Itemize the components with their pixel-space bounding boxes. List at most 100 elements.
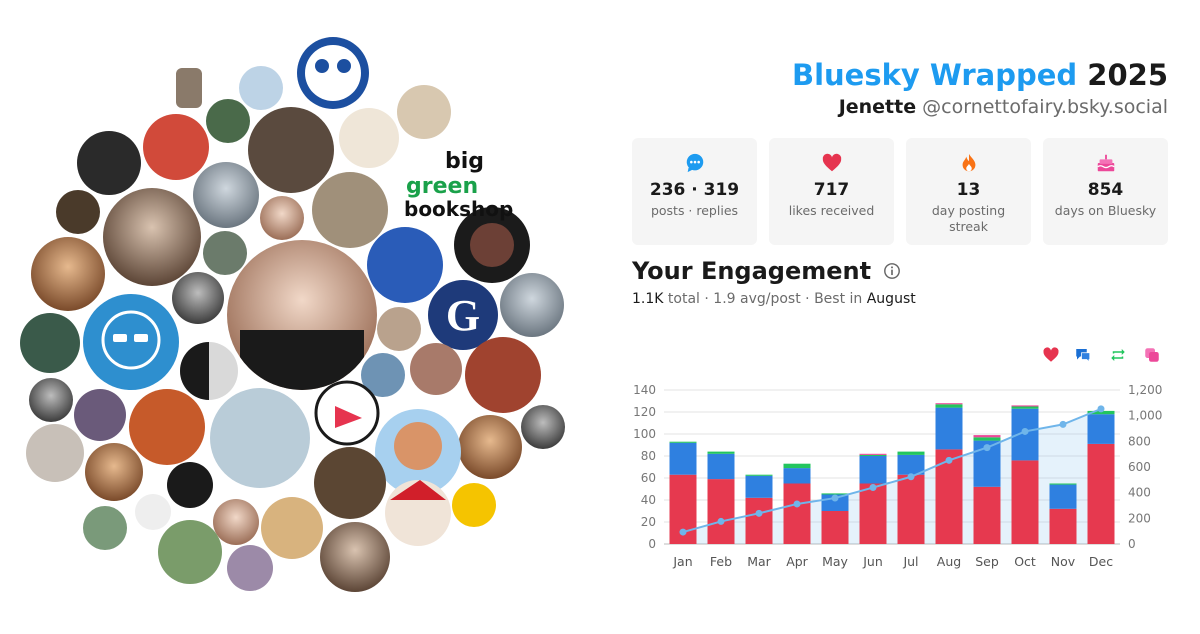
total-label: total bbox=[667, 291, 700, 307]
brand-name: Bluesky Wrapped bbox=[791, 58, 1078, 92]
heart-icon bbox=[822, 153, 841, 172]
avatar bbox=[167, 462, 213, 508]
bar-segment bbox=[707, 453, 735, 480]
bar-segment bbox=[973, 437, 1001, 441]
bar-segment bbox=[859, 453, 887, 455]
separator: · bbox=[704, 291, 709, 307]
avatar-text: big bbox=[445, 149, 484, 174]
cumulative-point bbox=[831, 494, 839, 502]
y-tick-label-right: 0 bbox=[1128, 537, 1136, 551]
info-icon[interactable] bbox=[883, 262, 901, 280]
average-per-post: 1.9 avg/post bbox=[713, 291, 801, 307]
bar-segment bbox=[821, 493, 849, 495]
x-tick-label: Feb bbox=[710, 554, 732, 569]
avatar bbox=[135, 494, 171, 530]
avatar bbox=[458, 415, 522, 479]
avatar bbox=[248, 107, 334, 193]
y-tick-label-right: 800 bbox=[1128, 434, 1151, 448]
bar-segment bbox=[1011, 405, 1039, 407]
avatar bbox=[339, 108, 399, 168]
flame-icon bbox=[962, 153, 975, 172]
best-month: August bbox=[866, 291, 916, 307]
x-tick-label: Jun bbox=[862, 554, 883, 569]
bar-segment bbox=[707, 451, 735, 454]
y-tick-label-right: 200 bbox=[1128, 511, 1151, 525]
avatar bbox=[260, 196, 304, 240]
cumulative-point bbox=[945, 456, 953, 464]
avatar bbox=[85, 443, 143, 501]
repost-icon[interactable] bbox=[1109, 346, 1127, 364]
speech-bubble-icon bbox=[686, 153, 703, 173]
x-tick-label: May bbox=[822, 554, 848, 569]
stat-card-posts: 236 · 319 posts · replies bbox=[632, 138, 757, 245]
avatar bbox=[320, 522, 390, 592]
bar-segment bbox=[935, 404, 963, 408]
cumulative-point bbox=[1021, 427, 1029, 435]
avatar bbox=[143, 114, 209, 180]
avatar bbox=[521, 405, 565, 449]
x-tick-label: Jul bbox=[902, 554, 918, 569]
avatar bbox=[83, 506, 127, 550]
avatar-cloud: G bbox=[0, 0, 600, 630]
bar-segment bbox=[783, 463, 811, 469]
bar-segment bbox=[897, 451, 925, 455]
avatar bbox=[77, 131, 141, 195]
y-tick-label-left: 40 bbox=[641, 493, 656, 507]
cumulative-point bbox=[1059, 420, 1067, 428]
cumulative-point bbox=[1097, 405, 1105, 413]
stats-row: 236 · 319 posts · replies 717 likes rece… bbox=[632, 138, 1168, 245]
avatar bbox=[361, 353, 405, 397]
bar-segment bbox=[1087, 414, 1115, 444]
avatar bbox=[203, 231, 247, 275]
stat-card-likes: 717 likes received bbox=[769, 138, 894, 245]
avatar-cloud-graphic: G bbox=[20, 37, 565, 592]
avatar bbox=[239, 66, 283, 110]
avatar bbox=[428, 280, 498, 350]
display-name: Jenette bbox=[838, 96, 917, 118]
year: 2025 bbox=[1087, 58, 1168, 92]
avatar bbox=[83, 294, 179, 390]
avatar bbox=[20, 313, 80, 373]
heart-icon[interactable] bbox=[1042, 346, 1060, 364]
best-label: Best in bbox=[814, 291, 863, 307]
y-tick-label-left: 140 bbox=[633, 383, 656, 397]
bar-segment bbox=[859, 454, 887, 456]
svg-text:green: green bbox=[406, 174, 478, 199]
engagement-header: Your Engagement bbox=[632, 257, 1168, 285]
y-tick-label-right: 400 bbox=[1128, 486, 1151, 500]
y-tick-label-left: 120 bbox=[633, 405, 656, 419]
bar-segment bbox=[745, 474, 773, 476]
cumulative-line bbox=[682, 407, 1102, 534]
avatar bbox=[452, 483, 496, 527]
avatar bbox=[74, 389, 126, 441]
cumulative-point bbox=[907, 473, 915, 481]
bar-segment bbox=[859, 483, 887, 544]
bar-segment bbox=[859, 456, 887, 484]
cumulative-point bbox=[983, 444, 991, 452]
avatar bbox=[158, 520, 222, 584]
reply-bubble-icon[interactable] bbox=[1074, 346, 1092, 364]
avatar bbox=[397, 85, 451, 139]
bar-segment bbox=[973, 486, 1001, 544]
engagement-summary: 1.1K total · 1.9 avg/post · Best in Augu… bbox=[632, 291, 1168, 307]
avatar bbox=[261, 497, 323, 559]
y-tick-label-right: 600 bbox=[1128, 460, 1151, 474]
bar-segment bbox=[935, 407, 963, 450]
separator: · bbox=[805, 291, 810, 307]
avatar bbox=[367, 227, 443, 303]
x-tick-label: Mar bbox=[747, 554, 771, 569]
x-tick-label: Aug bbox=[937, 554, 961, 569]
bar-segment bbox=[783, 468, 811, 484]
bar-segment bbox=[1087, 443, 1115, 544]
y-tick-label-right: 1,000 bbox=[1128, 409, 1162, 423]
stat-label: days on Bluesky bbox=[1054, 203, 1157, 218]
quote-icon[interactable] bbox=[1143, 346, 1161, 364]
y-tick-label-left: 100 bbox=[633, 427, 656, 441]
bar-segment bbox=[669, 442, 697, 475]
bar-segment bbox=[1087, 410, 1115, 415]
avatar bbox=[227, 545, 273, 591]
page-title: Bluesky Wrapped 2025 bbox=[632, 56, 1168, 94]
avatar bbox=[377, 307, 421, 351]
x-tick-label: Oct bbox=[1014, 554, 1036, 569]
avatar bbox=[213, 499, 259, 545]
